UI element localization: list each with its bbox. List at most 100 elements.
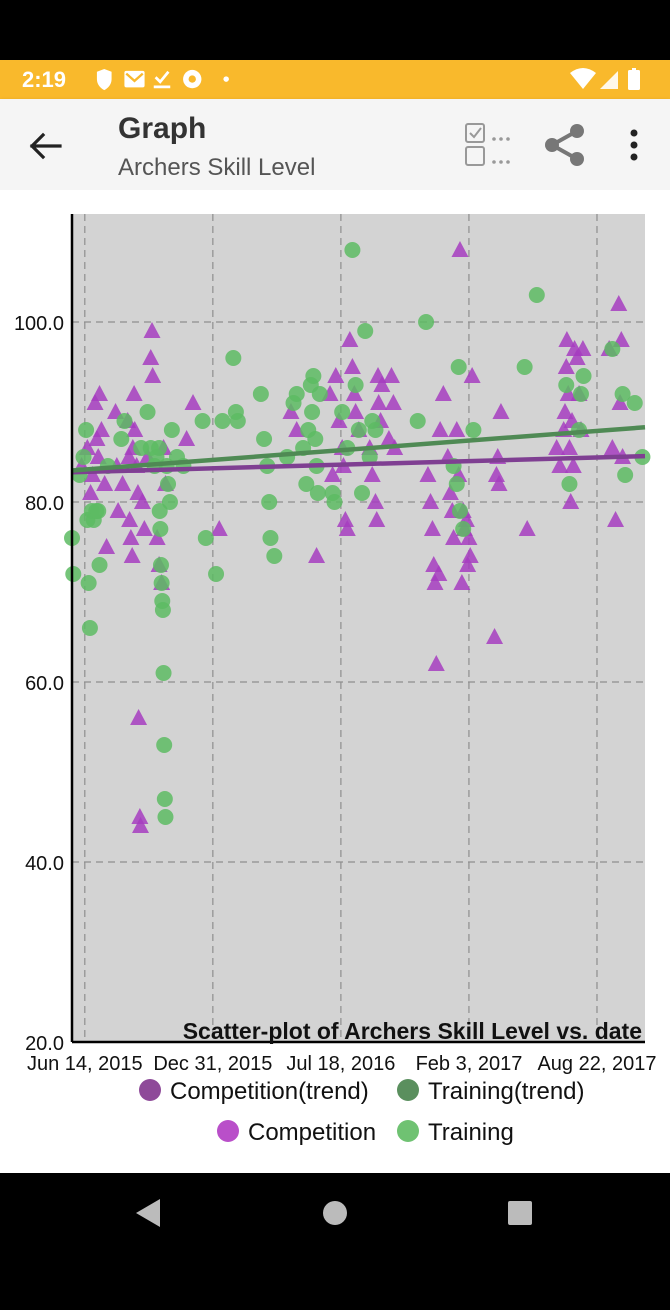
- dot-icon: [223, 76, 229, 82]
- legend-label: Training: [428, 1119, 514, 1146]
- data-point: [305, 368, 322, 384]
- data-point: [178, 430, 196, 446]
- wifi-icon: [570, 68, 596, 89]
- data-point: [126, 421, 144, 437]
- data-point: [309, 485, 326, 501]
- share-icon[interactable]: [540, 121, 590, 169]
- status-time: 2:19: [22, 67, 67, 92]
- x-tick-label: Jun 14, 2015: [27, 1053, 143, 1075]
- data-point: [133, 493, 151, 509]
- data-point: [604, 341, 621, 357]
- data-point: [575, 368, 592, 384]
- data-point: [419, 466, 437, 482]
- data-point: [338, 520, 356, 536]
- data-point: [298, 476, 315, 492]
- data-point: [208, 566, 225, 582]
- legend-label: Competition(trend): [170, 1078, 369, 1105]
- data-point: [155, 665, 172, 681]
- data-point: [83, 466, 101, 482]
- nav-home-icon[interactable]: [315, 1193, 355, 1233]
- navigation-bar: [0, 1173, 670, 1251]
- data-point: [65, 566, 82, 582]
- data-point: [156, 791, 173, 807]
- data-point: [384, 394, 402, 410]
- data-point: [266, 548, 283, 564]
- data-point: [330, 412, 348, 428]
- data-point: [451, 241, 469, 257]
- data-point: [116, 413, 133, 429]
- data-point: [487, 466, 505, 482]
- data-point: [153, 575, 170, 591]
- data-point: [572, 386, 589, 402]
- nav-back-icon[interactable]: [128, 1193, 168, 1233]
- data-point: [92, 421, 110, 437]
- data-point: [528, 287, 545, 303]
- legend-marker: [139, 1079, 161, 1101]
- back-arrow-icon[interactable]: [22, 123, 68, 169]
- data-point: [445, 529, 463, 545]
- legend-marker: [397, 1079, 419, 1101]
- nav-recents-icon[interactable]: [500, 1193, 540, 1233]
- data-point: [366, 493, 384, 509]
- data-point: [382, 367, 400, 383]
- data-point: [160, 476, 177, 492]
- data-point: [518, 520, 536, 536]
- chrome-icon: [183, 69, 202, 89]
- y-tick-label: 80.0: [25, 493, 64, 515]
- x-tick-label: Aug 22, 2017: [537, 1053, 656, 1075]
- more-vert-icon[interactable]: [614, 121, 654, 169]
- data-point: [130, 709, 148, 725]
- data-point: [262, 530, 279, 546]
- data-point: [492, 403, 510, 419]
- data-point: [163, 422, 180, 438]
- data-point: [345, 385, 363, 401]
- shield-icon: [96, 69, 112, 91]
- gmail-icon: [124, 70, 145, 88]
- data-point: [418, 314, 435, 330]
- data-point: [367, 422, 384, 438]
- data-point: [154, 602, 171, 618]
- data-point: [431, 421, 449, 437]
- data-point: [125, 385, 143, 401]
- data-point: [551, 457, 569, 473]
- data-point: [143, 322, 161, 338]
- data-point: [562, 493, 580, 509]
- legend-label: Competition: [248, 1119, 376, 1146]
- status-bar: 2:19: [0, 60, 670, 99]
- data-point: [465, 422, 482, 438]
- data-point: [210, 520, 228, 536]
- data-point: [121, 511, 139, 527]
- data-point: [461, 547, 479, 563]
- data-point: [82, 484, 100, 500]
- data-point: [423, 520, 441, 536]
- chart-container: 20.0 40.0 60.0 80.0 100.0 Jun 14, 2015 Dec 31,…: [0, 190, 670, 1173]
- data-point: [122, 529, 140, 545]
- checkbox-toggle-icon[interactable]: [462, 121, 514, 169]
- data-point: [131, 808, 149, 824]
- data-point: [373, 376, 391, 392]
- data-point: [307, 431, 324, 447]
- data-point: [114, 475, 132, 491]
- data-point: [184, 394, 202, 410]
- battery-icon: [628, 68, 640, 90]
- data-point: [354, 485, 371, 501]
- data-point: [311, 386, 328, 402]
- data-point: [610, 295, 628, 311]
- data-point: [568, 349, 586, 365]
- data-point: [453, 574, 471, 590]
- data-point: [448, 476, 465, 492]
- checkmark-icon: [153, 70, 171, 89]
- data-point: [96, 475, 114, 491]
- data-point: [256, 431, 273, 447]
- y-tick-label: 20.0: [25, 1033, 64, 1055]
- data-point: [441, 484, 459, 500]
- chart-title: Scatter-plot of Archers Skill Level vs. …: [183, 1018, 642, 1044]
- data-point: [460, 529, 478, 545]
- data-point: [426, 574, 444, 590]
- data-point: [617, 467, 634, 483]
- data-point: [341, 331, 359, 347]
- data-point: [451, 503, 468, 519]
- scatter-chart[interactable]: 20.0 40.0 60.0 80.0 100.0 Jun 14, 2015 Dec 31,…: [0, 190, 670, 1173]
- data-point: [344, 242, 361, 258]
- data-point: [427, 655, 445, 671]
